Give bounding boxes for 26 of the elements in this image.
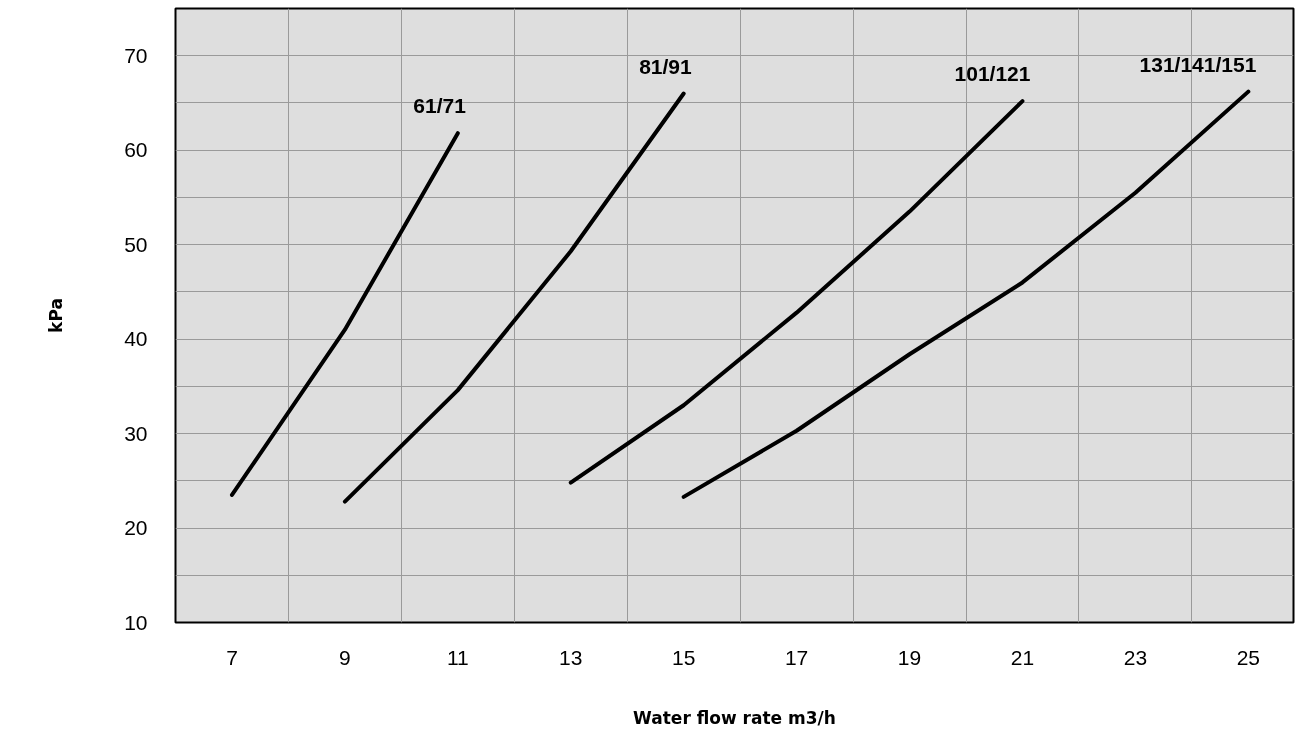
- x-tick-label: 17: [784, 645, 809, 669]
- x-axis-title: Water flow rate m3/h: [633, 707, 836, 728]
- y-tick-label: 10: [124, 610, 148, 634]
- line-series: [681, 89, 1251, 499]
- series-label: 131/141/151: [1139, 52, 1257, 76]
- y-tick-label: 30: [124, 421, 148, 445]
- x-tick-label: 11: [446, 645, 469, 669]
- y-tick-label: 40: [124, 327, 148, 351]
- x-tick-label: 19: [897, 645, 922, 669]
- series-label: 61/71: [413, 94, 467, 118]
- x-tick-label: 9: [339, 645, 351, 669]
- line-series: [568, 99, 1025, 485]
- y-tick-label: 60: [124, 138, 148, 162]
- x-tick-label: 13: [559, 645, 583, 669]
- series-label: 101/121: [954, 62, 1031, 86]
- y-tick-label: 20: [124, 516, 148, 540]
- x-tick-label: 23: [1123, 645, 1148, 669]
- y-axis-title: kPa: [46, 298, 67, 333]
- y-tick-label: 70: [124, 43, 148, 67]
- line-series: [342, 91, 686, 504]
- x-tick-label: 7: [226, 645, 238, 669]
- series-label: 81/91: [639, 54, 692, 78]
- y-tick-label: 50: [124, 232, 148, 256]
- x-tick-label: 25: [1236, 645, 1261, 669]
- x-tick-label: 21: [1010, 645, 1035, 669]
- x-tick-label: 15: [672, 645, 696, 669]
